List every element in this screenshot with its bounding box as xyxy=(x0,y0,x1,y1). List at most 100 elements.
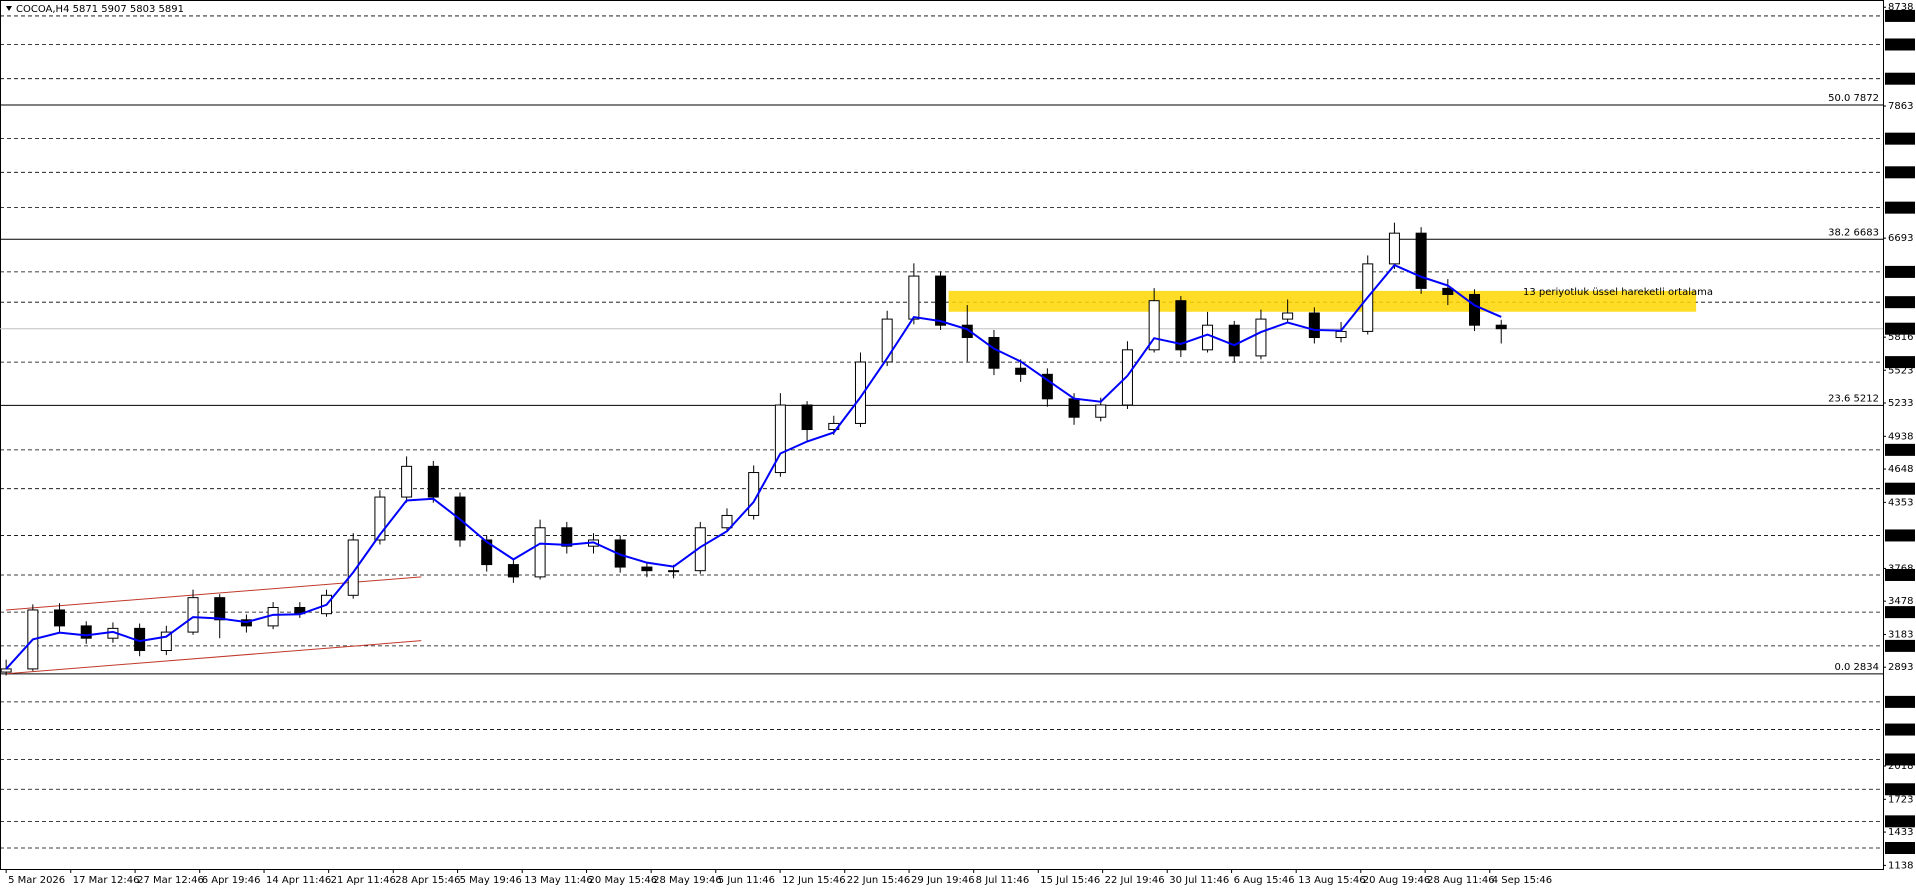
menu-icon xyxy=(6,6,12,11)
candle-body xyxy=(988,337,1000,369)
level-label-bg xyxy=(1885,72,1915,85)
y-tick-label: 3183 xyxy=(1888,629,1913,640)
fib-label: 0.0 2834 xyxy=(1834,662,1879,673)
y-tick-label: 1723 xyxy=(1888,794,1913,805)
candle-body xyxy=(0,668,12,673)
x-tick-label: 22 Jun 15:46 xyxy=(847,875,911,886)
y-tick-label: 2893 xyxy=(1888,662,1913,673)
level-label-bg xyxy=(1885,443,1915,456)
x-tick-label: 5 Mar 2026 xyxy=(8,875,65,886)
level-label: 4474 xyxy=(1887,484,1912,495)
candle-body xyxy=(1335,330,1347,339)
candle-body xyxy=(641,566,653,572)
candle-body xyxy=(1068,398,1080,418)
candle-body xyxy=(374,496,386,541)
price-label: 5891 xyxy=(1887,324,1912,335)
level-label-bg xyxy=(1885,815,1915,828)
candle-body xyxy=(614,539,626,568)
candle-body xyxy=(427,465,439,498)
candle-body xyxy=(774,404,786,474)
x-tick-label: 20 May 15:46 xyxy=(589,875,658,886)
fib-label: 50.0 7872 xyxy=(1828,93,1879,104)
level-label-bg xyxy=(1885,166,1915,179)
x-tick-label: 8 Jul 11:46 xyxy=(976,875,1030,886)
level-label-bg xyxy=(1885,356,1915,369)
candle-body xyxy=(561,527,573,547)
level-label-bg xyxy=(1885,753,1915,766)
x-tick-label: 12 Jun 15:46 xyxy=(782,875,846,886)
candle-body xyxy=(347,539,359,596)
level-label: 1812 xyxy=(1887,784,1912,795)
x-tick-label: 13 May 11:46 xyxy=(524,875,593,886)
candle-body xyxy=(854,361,866,424)
candle-body xyxy=(481,539,493,566)
x-tick-label: 27 Mar 12:46 xyxy=(137,875,204,886)
chart-title: COCOA,H4 5871 5907 5803 5891 xyxy=(16,4,184,15)
x-tick-label: 13 Aug 15:46 xyxy=(1298,875,1365,886)
x-tick-label: 28 Aug 11:46 xyxy=(1427,875,1494,886)
x-tick-label: 6 Aug 15:46 xyxy=(1234,875,1295,886)
y-tick-label: 5233 xyxy=(1888,398,1913,409)
level-label: 1528 xyxy=(1887,816,1912,827)
level-label-bg xyxy=(1885,695,1915,708)
y-tick-label: 2018 xyxy=(1888,761,1913,772)
candle-body xyxy=(961,324,973,339)
y-tick-label: 4648 xyxy=(1888,464,1913,475)
x-tick-label: 5 Jun 11:46 xyxy=(718,875,775,886)
x-tick-label: 5 May 19:46 xyxy=(460,875,522,886)
level-label-bg xyxy=(1885,783,1915,796)
level-label-bg xyxy=(1885,38,1915,51)
candle-body xyxy=(1282,312,1294,320)
level-label-bg xyxy=(1885,723,1915,736)
level-label: 2076 xyxy=(1887,754,1912,765)
level-label: 6126 xyxy=(1887,297,1912,308)
ema-line xyxy=(5,263,1502,670)
level-label: 8408 xyxy=(1887,39,1912,50)
level-label: 8661 xyxy=(1887,11,1912,22)
level-label: 3082 xyxy=(1887,641,1912,652)
zone xyxy=(948,290,1697,312)
candle-body xyxy=(187,597,199,633)
candle-body xyxy=(1015,367,1027,375)
level-label: 2341 xyxy=(1887,725,1912,736)
fib-label: 23.6 5212 xyxy=(1828,393,1879,404)
candle-body xyxy=(214,597,226,621)
y-tick-label: 4938 xyxy=(1888,431,1913,442)
level-label: 2586 xyxy=(1887,697,1912,708)
candle-body xyxy=(1308,312,1320,339)
level-label-bg xyxy=(1885,265,1915,278)
level-label: 3710 xyxy=(1887,570,1912,581)
candle-body xyxy=(1442,287,1454,295)
x-tick-label: 4 Sep 15:46 xyxy=(1492,875,1552,886)
x-tick-label: 14 Apr 11:46 xyxy=(266,875,331,886)
candle-body xyxy=(1469,293,1481,326)
level-label-bg xyxy=(1885,9,1915,22)
level-label: 6963 xyxy=(1887,203,1912,214)
trendline xyxy=(6,640,422,675)
candle-body xyxy=(80,625,92,639)
level-label: 6394 xyxy=(1887,267,1912,278)
candle-body xyxy=(801,404,813,431)
x-tick-label: 29 Jun 19:46 xyxy=(911,875,975,886)
level-label-bg xyxy=(1885,639,1915,652)
level-label-bg xyxy=(1885,132,1915,145)
candle-body xyxy=(908,275,920,320)
fib-label: 38.2 6683 xyxy=(1828,227,1879,238)
candle-body xyxy=(160,631,172,652)
candle-body xyxy=(1415,232,1427,289)
y-tick-label: 5523 xyxy=(1888,365,1913,376)
price-label-bg xyxy=(1885,322,1915,335)
level-label-bg xyxy=(1885,841,1915,854)
y-tick-label: 3768 xyxy=(1888,563,1913,574)
y-tick-label: 4353 xyxy=(1888,497,1913,508)
candle-body xyxy=(534,527,546,578)
level-label-bg xyxy=(1885,482,1915,495)
level-label-bg xyxy=(1885,568,1915,581)
x-tick-label: 30 Jul 11:46 xyxy=(1169,875,1229,886)
level-label: 3381 xyxy=(1887,607,1912,618)
candle-body xyxy=(721,514,733,529)
level-label-bg xyxy=(1885,296,1915,309)
level-label: 7276 xyxy=(1887,167,1912,178)
